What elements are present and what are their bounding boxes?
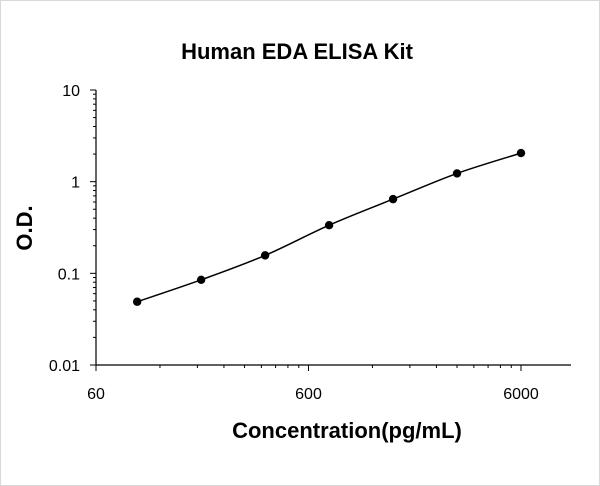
points-layer — [132, 148, 526, 306]
axes-layer — [95, 90, 571, 366]
y-tick-label: 0.1 — [58, 266, 80, 283]
x-tick-label: 60 — [87, 386, 105, 403]
data-point — [196, 275, 206, 285]
data-point — [324, 221, 334, 230]
x-tick-label: 600 — [295, 386, 322, 403]
y-axis-title: O.D. — [12, 205, 37, 250]
data-point — [516, 148, 526, 158]
tick-layer: 0.01 0.1 1 10 60 600 6000 — [49, 83, 539, 403]
y-tick-label: 10 — [62, 83, 80, 100]
data-point — [132, 297, 142, 306]
data-point — [388, 194, 398, 204]
x-tick-label: 6000 — [503, 386, 539, 403]
y-tick-label: 0.01 — [49, 358, 80, 375]
data-point — [260, 251, 270, 260]
data-point — [452, 169, 462, 178]
x-axis-title: Concentration(pg/mL) — [232, 418, 462, 443]
chart-title: Human EDA ELISA Kit — [181, 39, 414, 64]
y-tick-label: 1 — [71, 175, 80, 192]
